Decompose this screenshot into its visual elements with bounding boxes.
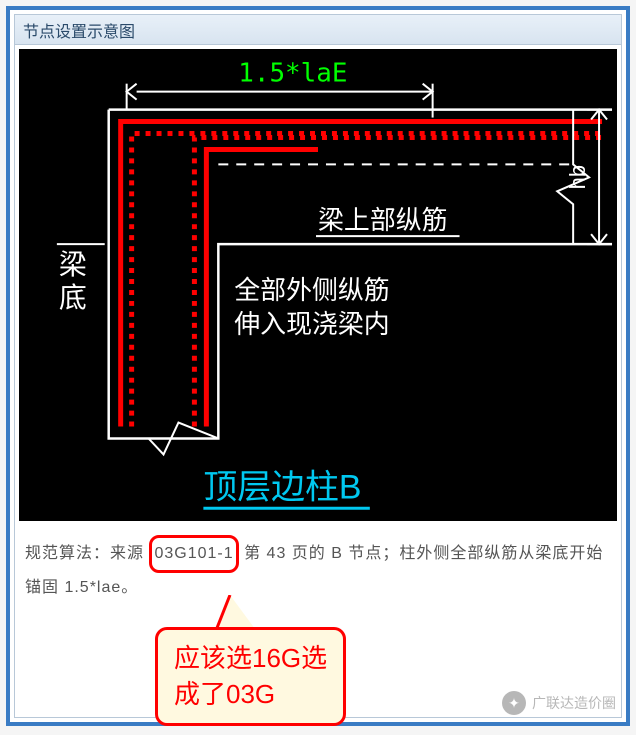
callout-line-1: 应该选16G选 [174, 640, 327, 676]
beam-bottom-char1: 梁 [59, 249, 87, 280]
spec-prefix: 规范算法：来源 [25, 545, 144, 562]
watermark: ✦ 广联达造价圈 [502, 691, 616, 715]
center-text-2: 伸入现浇梁内 [234, 310, 389, 339]
window-title-bar: 节点设置示意图 [15, 15, 621, 45]
diagram-svg: 1.5*laE [19, 49, 617, 521]
diagram-title: 顶层边柱B [203, 468, 361, 506]
column-outline-left [109, 110, 612, 439]
outer-frame: 节点设置示意图 1.5*laE [6, 6, 630, 726]
center-text-1: 全部外侧纵筋 [234, 276, 389, 305]
spec-highlighted-code: 03G101-1 [149, 535, 238, 573]
app-window: 节点设置示意图 1.5*laE [14, 14, 622, 718]
window-title: 节点设置示意图 [23, 18, 135, 42]
watermark-text: 广联达造价圈 [532, 693, 616, 713]
specification-text: 规范算法：来源 03G101-1 第 43 页的 B 节点；柱外侧全部纵筋从梁底… [25, 535, 611, 604]
annotation-callout: 应该选16G选 成了03G [155, 627, 346, 726]
beam-bottom-char2: 底 [59, 282, 87, 313]
hb-label: hb [565, 165, 590, 189]
diagram-area: 1.5*laE [19, 49, 617, 521]
wechat-icon: ✦ [502, 691, 526, 715]
beam-top-rebar-label: 梁上部纵筋 [318, 206, 448, 235]
dim-arrow-left [127, 84, 137, 100]
callout-line-2: 成了03G [174, 676, 327, 712]
top-dimension-label: 1.5*laE [238, 59, 347, 89]
